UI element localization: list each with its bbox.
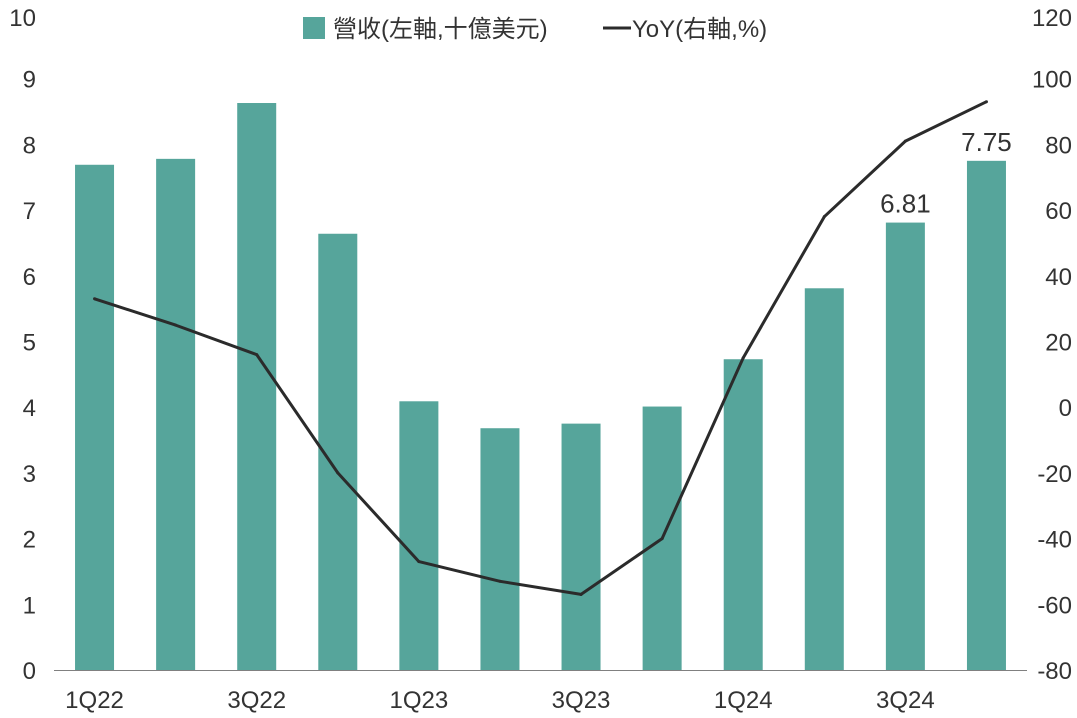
left-tick-label: 4 xyxy=(23,395,36,422)
right-tick-label: -20 xyxy=(1037,461,1072,488)
revenue-bar xyxy=(804,288,844,670)
yoy-point xyxy=(579,592,583,596)
left-tick-label: 9 xyxy=(23,67,36,94)
left-tick-label: 8 xyxy=(23,132,36,159)
yoy-point xyxy=(498,579,502,583)
bar-data-label: 7.75 xyxy=(961,127,1012,157)
yoy-point xyxy=(741,356,745,360)
yoy-point xyxy=(174,323,178,327)
left-tick-label: 0 xyxy=(23,658,36,685)
right-axis: -80 -60 -40 -20 0 20 40 60 80 100 120 xyxy=(1032,5,1072,685)
right-tick-label: 120 xyxy=(1032,5,1072,32)
x-tick-label: 1Q24 xyxy=(714,687,773,714)
left-tick-label: 3 xyxy=(23,461,36,488)
x-tick-label: 1Q22 xyxy=(65,687,124,714)
x-tick-label: 1Q23 xyxy=(390,687,449,714)
bar-data-label: 6.81 xyxy=(880,189,931,219)
left-tick-label: 2 xyxy=(23,527,36,554)
right-tick-label: 80 xyxy=(1045,132,1072,159)
yoy-point xyxy=(336,471,340,475)
yoy-line xyxy=(94,100,988,596)
revenue-bar xyxy=(75,164,115,670)
revenue-bar xyxy=(237,103,277,670)
yoy-point xyxy=(255,353,259,357)
right-tick-label: 20 xyxy=(1045,330,1072,357)
revenue-bar xyxy=(561,423,601,670)
revenue-bar xyxy=(480,428,520,670)
revenue-bar xyxy=(966,160,1006,670)
left-tick-label: 1 xyxy=(23,592,36,619)
x-tick-label: 3Q22 xyxy=(227,687,286,714)
yoy-point xyxy=(93,297,97,301)
x-tick-label: 3Q23 xyxy=(552,687,611,714)
right-tick-label: -40 xyxy=(1037,527,1072,554)
legend-label-revenue: 營收(左軸,十億美元) xyxy=(333,16,548,43)
yoy-point xyxy=(822,215,826,219)
legend: 營收(左軸,十億美元) YoY(右軸,%) xyxy=(303,16,767,43)
x-tick-label: 3Q24 xyxy=(876,687,935,714)
left-tick-label: 5 xyxy=(23,330,36,357)
right-tick-label: 0 xyxy=(1059,395,1072,422)
revenue-bar xyxy=(399,401,439,670)
right-tick-label: 40 xyxy=(1045,264,1072,291)
legend-swatch-revenue xyxy=(303,17,325,39)
yoy-point xyxy=(903,139,907,143)
left-tick-label: 6 xyxy=(23,264,36,291)
revenue-bar xyxy=(885,222,925,670)
right-tick-label: -60 xyxy=(1037,592,1072,619)
revenue-bar xyxy=(723,359,763,670)
yoy-point xyxy=(660,537,664,541)
revenue-bar xyxy=(156,158,196,670)
yoy-line-series xyxy=(93,100,988,596)
data-labels: 6.81 7.75 xyxy=(880,127,1012,219)
revenue-bars xyxy=(75,103,1006,670)
right-tick-label: -80 xyxy=(1037,658,1072,685)
right-tick-label: 60 xyxy=(1045,198,1072,225)
x-axis: 1Q22 3Q22 1Q23 3Q23 1Q24 3Q24 xyxy=(65,687,935,714)
right-tick-label: 100 xyxy=(1032,67,1072,94)
yoy-point xyxy=(417,560,421,564)
left-tick-label: 7 xyxy=(23,198,36,225)
left-tick-label: 10 xyxy=(9,5,36,32)
left-axis: 0 1 2 3 4 5 6 7 8 9 10 xyxy=(9,5,36,685)
legend-label-yoy: YoY(右軸,%) xyxy=(632,16,767,43)
yoy-point xyxy=(984,100,988,104)
